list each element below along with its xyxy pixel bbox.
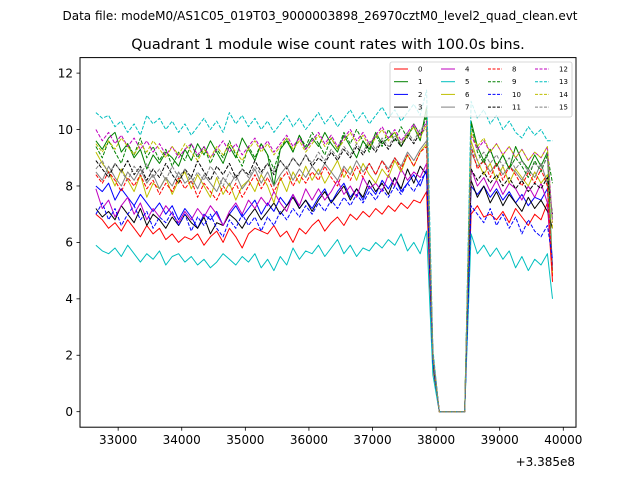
legend-label-2: 2 [418,91,422,99]
series-line-5 [95,230,553,413]
legend-label-6: 6 [465,91,470,99]
x-tick-label: 38000 [417,433,455,447]
legend-label-3: 3 [418,104,422,112]
series-lines [95,89,553,413]
x-offset-label: +3.385e8 [516,455,575,469]
y-tick-label: 10 [58,123,73,137]
legend-label-9: 9 [512,78,516,86]
y-tick-label: 0 [65,405,73,419]
series-line-10 [95,171,553,413]
y-tick-label: 2 [65,349,73,363]
series-line-15 [95,123,553,413]
series-line-11 [95,129,553,413]
x-tick-label: 33000 [99,433,137,447]
legend-label-1: 1 [418,78,422,86]
series-line-8 [95,146,553,413]
legend-label-7: 7 [465,104,469,112]
series-line-0 [95,191,553,413]
x-tick-label: 39000 [481,433,519,447]
y-tick-label: 8 [65,179,73,193]
legend-label-11: 11 [512,104,521,112]
series-line-1 [95,106,553,413]
x-tick-label: 36000 [290,433,328,447]
suptitle: Data file: modeM0/AS1C05_019T03_90000038… [62,9,577,23]
legend-label-12: 12 [559,66,568,74]
x-axis: 33000 34000 35000 36000 37000 38000 39000 40000 [99,427,582,447]
legend-label-13: 13 [559,78,568,86]
series-line-13 [95,89,553,413]
legend-label-10: 10 [512,91,521,99]
legend-label-0: 0 [418,66,422,74]
legend-box [389,61,573,118]
legend-label-15: 15 [559,104,568,112]
series-line-14 [95,123,553,413]
series-line-6 [95,140,553,413]
legend-label-5: 5 [465,78,469,86]
x-tick-label: 34000 [163,433,201,447]
legend-label-14: 14 [559,91,568,99]
series-line-4 [95,162,553,413]
chart-title: Quadrant 1 module wise count rates with … [131,37,525,53]
series-line-9 [95,114,553,413]
y-axis: 0 2 4 6 8 10 12 [58,66,80,419]
series-line-3 [95,165,553,413]
y-tick-label: 6 [65,236,73,250]
series-line-2 [95,168,553,413]
x-tick-label: 37000 [353,433,391,447]
legend-label-4: 4 [465,66,470,74]
y-tick-label: 12 [58,66,73,80]
legend-label-8: 8 [512,66,516,74]
y-tick-label: 4 [65,292,73,306]
x-tick-label: 40000 [544,433,582,447]
x-tick-label: 35000 [226,433,264,447]
